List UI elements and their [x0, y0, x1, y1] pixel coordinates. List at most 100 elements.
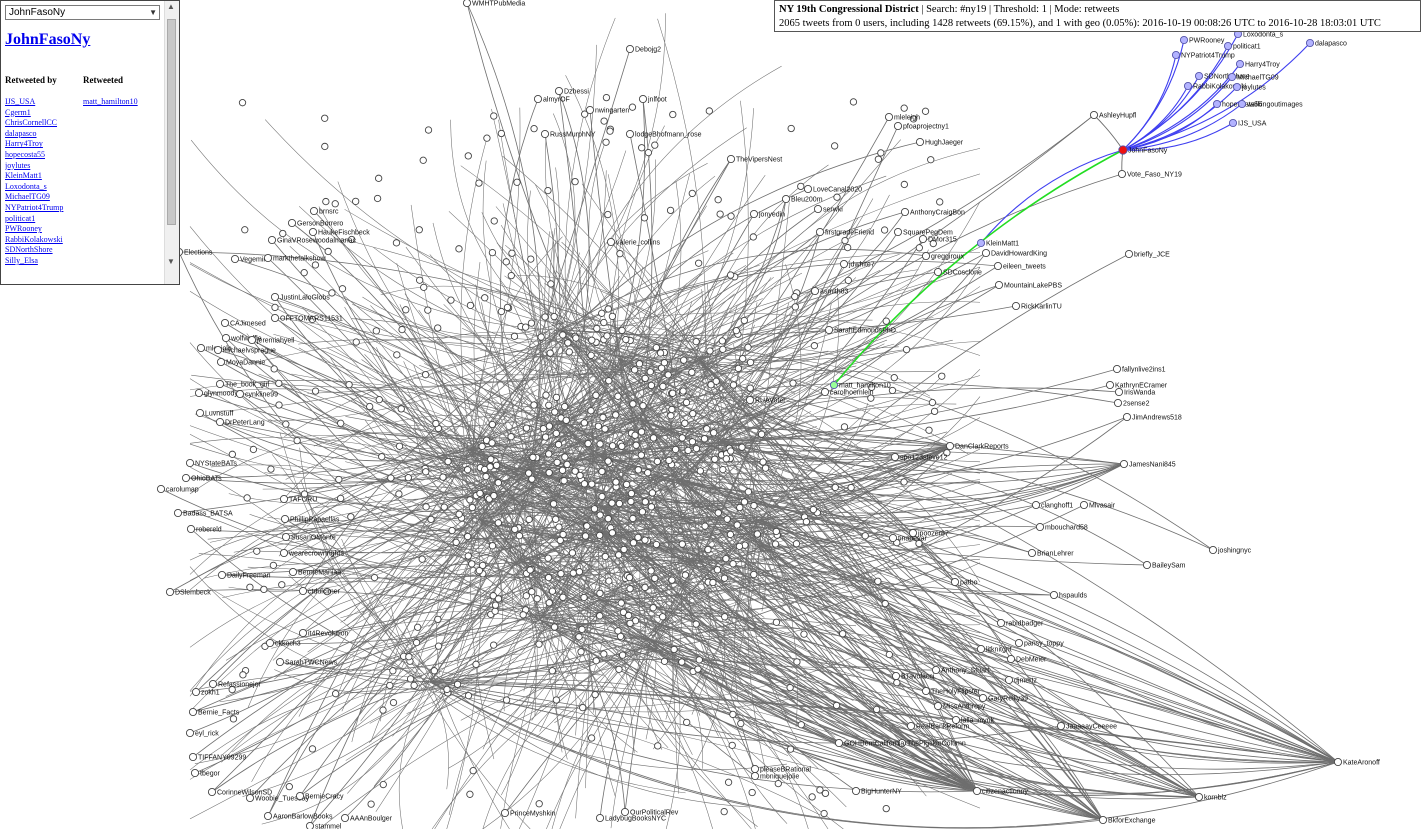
graph-node-ijs_usa[interactable]: IJS_USA	[1228, 118, 1267, 128]
graph-node[interactable]	[270, 365, 278, 373]
graph-node[interactable]	[490, 641, 498, 649]
graph-node[interactable]	[668, 576, 676, 584]
graph-node[interactable]	[552, 393, 561, 402]
graph-node[interactable]	[591, 690, 599, 699]
graph-node[interactable]	[849, 98, 858, 106]
graph-node[interactable]	[526, 566, 534, 574]
graph-node[interactable]	[669, 389, 677, 397]
graph-node[interactable]	[282, 420, 290, 428]
graph-node[interactable]	[405, 653, 413, 661]
graph-node[interactable]	[530, 401, 538, 409]
graph-node[interactable]	[345, 381, 353, 389]
graph-node[interactable]	[929, 239, 937, 248]
graph-node[interactable]	[694, 665, 702, 673]
graph-node[interactable]	[300, 490, 309, 498]
graph-node[interactable]	[581, 532, 590, 540]
graph-node[interactable]	[705, 107, 713, 115]
graph-node[interactable]	[600, 318, 608, 327]
graph-node[interactable]	[688, 189, 696, 198]
graph-node[interactable]	[601, 552, 609, 561]
graph-node[interactable]	[497, 129, 506, 138]
graph-node-ckkoch3[interactable]: ckkoch3	[265, 638, 301, 648]
graph-node-bernie_facts[interactable]: Bernie_Facts	[188, 707, 240, 717]
graph-node[interactable]	[881, 599, 889, 608]
graph-node[interactable]	[571, 177, 579, 186]
graph-node-jaaaaayceeeee[interactable]: JaaaaayCeeeee	[1056, 721, 1117, 731]
graph-node-sdcosclone[interactable]: SDCosclone	[933, 267, 982, 277]
graph-node[interactable]	[490, 112, 498, 120]
graph-node[interactable]	[463, 466, 472, 474]
graph-node-ourpoliticalrev[interactable]: OurPoliticalRev	[620, 807, 679, 817]
graph-node[interactable]	[529, 453, 537, 461]
graph-node[interactable]	[552, 696, 561, 704]
graph-node[interactable]	[927, 156, 935, 164]
graph-node-btavolacci[interactable]: BTavolacci	[891, 671, 935, 681]
graph-node[interactable]	[549, 500, 558, 508]
graph-node[interactable]	[558, 466, 567, 474]
graph-node[interactable]	[840, 423, 849, 431]
graph-node[interactable]	[797, 721, 805, 729]
graph-node[interactable]	[736, 503, 744, 512]
graph-node[interactable]	[739, 354, 747, 363]
graph-node[interactable]	[422, 503, 430, 511]
graph-node[interactable]	[746, 358, 755, 367]
graph-node[interactable]	[722, 555, 730, 563]
graph-node-johnfasony[interactable]: JohnFasoNy	[1118, 145, 1168, 155]
graph-node-nystatebats[interactable]: NYStateBATs	[185, 458, 237, 468]
graph-node-kleinmatt1[interactable]: KleinMatt1	[976, 238, 1019, 248]
graph-node[interactable]	[576, 471, 584, 480]
graph-node-zokh1[interactable]: zokh1	[191, 687, 220, 697]
graph-node[interactable]	[749, 233, 757, 241]
graph-node-spo123steve12[interactable]: spo123steve12	[890, 452, 948, 462]
graph-node[interactable]	[659, 613, 667, 621]
graph-node-iriswanda[interactable]: IrisWanda	[1114, 387, 1155, 397]
graph-node-mleleigh[interactable]: mleleigh	[884, 112, 920, 122]
graph-node[interactable]	[619, 608, 628, 616]
graph-node-ashleyhupfl[interactable]: AshleyHupfl	[1089, 110, 1137, 120]
graph-node[interactable]	[627, 497, 635, 506]
graph-node[interactable]	[718, 337, 726, 345]
graph-node[interactable]	[644, 469, 652, 477]
graph-node[interactable]	[490, 217, 498, 225]
graph-node[interactable]	[515, 532, 524, 540]
graph-node-garyreilly39[interactable]: GaryReilly39	[978, 693, 1028, 703]
graph-node[interactable]	[874, 155, 883, 163]
graph-node[interactable]	[900, 104, 908, 112]
graph-node[interactable]	[352, 197, 360, 206]
graph-node[interactable]	[669, 110, 677, 119]
graph-node-jpoozer87[interactable]: jpoozer87	[908, 528, 949, 538]
graph-node-harry4troy[interactable]: Harry4Troy	[1235, 59, 1280, 69]
graph-node[interactable]	[308, 745, 317, 753]
graph-node[interactable]	[604, 305, 612, 313]
graph-node[interactable]	[372, 327, 380, 335]
graph-node[interactable]	[714, 196, 722, 204]
graph-node[interactable]	[634, 533, 642, 542]
graph-node[interactable]	[379, 780, 387, 789]
graph-node[interactable]	[430, 667, 438, 675]
graph-node[interactable]	[548, 667, 556, 675]
graph-node[interactable]	[275, 401, 283, 409]
graph-node[interactable]	[469, 767, 477, 775]
graph-node-thepigskincolumn[interactable]: ThePigskinColumn	[897, 738, 966, 748]
graph-node[interactable]	[494, 519, 503, 527]
graph-node[interactable]	[455, 510, 463, 518]
graph-node-djmertz[interactable]: djmertz	[1004, 675, 1037, 685]
graph-node[interactable]	[635, 360, 644, 368]
graph-node[interactable]	[559, 331, 567, 339]
graph-node[interactable]	[535, 800, 543, 808]
graph-node[interactable]	[229, 715, 238, 723]
graph-node[interactable]	[688, 368, 696, 376]
graph-node[interactable]	[321, 142, 329, 151]
graph-node[interactable]	[527, 319, 536, 327]
graph-node[interactable]	[420, 283, 428, 292]
graph-node-bighunterny[interactable]: BigHunterNY	[851, 786, 902, 796]
graph-node[interactable]	[588, 336, 596, 344]
graph-node[interactable]	[660, 359, 669, 367]
graph-node-pwrooney[interactable]: PWRooney	[1179, 35, 1225, 45]
graph-node-it4revolution[interactable]: it4Revolution	[298, 628, 349, 638]
graph-node[interactable]	[605, 377, 613, 385]
graph-node-baileysam[interactable]: BaileySam	[1142, 560, 1186, 570]
graph-node[interactable]	[373, 194, 382, 203]
graph-node[interactable]	[802, 518, 811, 526]
graph-node[interactable]	[706, 347, 714, 355]
